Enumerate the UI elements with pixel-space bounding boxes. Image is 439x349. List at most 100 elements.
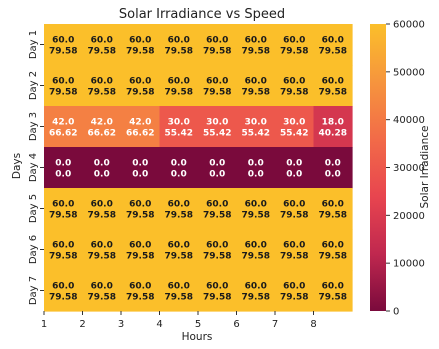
heatmap-cell (44, 24, 84, 66)
colorbar-tick-label: 60000 (393, 20, 425, 31)
heatmap-cell (159, 270, 199, 312)
x-tick-label: 1 (41, 319, 47, 330)
cell-value-top: 0.0 (55, 159, 71, 169)
heatmap-cell (44, 270, 84, 312)
heatmap-cell (236, 106, 276, 148)
y-tick-label: Day 1 (28, 30, 39, 59)
cell-value-bottom: 55.42 (280, 129, 308, 139)
heatmap-cell (121, 24, 161, 66)
cell-value-top: 30.0 (245, 118, 267, 128)
cell-value-bottom: 0.0 (209, 170, 225, 180)
heatmap-cells (44, 24, 353, 312)
x-tick-label: 7 (272, 319, 278, 330)
cell-value-top: 60.0 (283, 282, 305, 292)
heatmap-cell (82, 147, 122, 189)
cell-value-top: 60.0 (168, 241, 190, 251)
cell-value-bottom: 79.58 (165, 88, 193, 98)
heatmap-cell (236, 229, 276, 271)
cell-value-bottom: 79.58 (49, 293, 77, 303)
heatmap-cell (82, 106, 122, 148)
x-tick-label: 5 (195, 319, 201, 330)
y-tick-labels: Day 1 Day 2 Day 3 Day 4 Day 5 Day 6 Day 7 (28, 30, 44, 305)
x-tick-label: 6 (233, 319, 239, 330)
cell-value-top: 60.0 (283, 77, 305, 87)
cell-value-top: 60.0 (129, 200, 151, 210)
heatmap-cell (198, 270, 238, 312)
colorbar-tick-label: 0 (393, 307, 399, 318)
cell-value-bottom: 79.58 (203, 293, 231, 303)
cell-value-top: 60.0 (52, 200, 74, 210)
cell-value-top: 42.0 (52, 118, 74, 128)
cell-value-bottom: 79.58 (280, 211, 308, 221)
y-tick-label: Day 4 (28, 153, 39, 182)
cell-value-top: 60.0 (206, 200, 228, 210)
cell-value-bottom: 79.58 (319, 88, 347, 98)
heatmap-cell (159, 229, 199, 271)
heatmap-cell (82, 229, 122, 271)
cell-value-top: 60.0 (168, 200, 190, 210)
y-axis-label: Days (11, 153, 23, 179)
cell-value-top: 42.0 (129, 118, 151, 128)
cell-value-top: 60.0 (129, 77, 151, 87)
cell-value-top: 0.0 (286, 159, 302, 169)
cell-value-bottom: 0.0 (286, 170, 302, 180)
heatmap-cell (44, 188, 84, 230)
cell-value-bottom: 66.62 (49, 129, 77, 139)
cell-value-top: 0.0 (325, 159, 341, 169)
heatmap-cell (313, 106, 353, 148)
cell-value-top: 60.0 (52, 36, 74, 46)
cell-value-top: 60.0 (52, 77, 74, 87)
cell-value-bottom: 0.0 (132, 170, 148, 180)
cell-value-bottom: 0.0 (325, 170, 341, 180)
cell-value-bottom: 79.58 (126, 47, 154, 57)
colorbar-tick-label: 30000 (393, 163, 425, 174)
cell-value-top: 60.0 (322, 241, 344, 251)
heatmap-cell (121, 270, 161, 312)
cell-value-bottom: 55.42 (165, 129, 193, 139)
heatmap-cell (121, 147, 161, 189)
cell-value-bottom: 79.58 (126, 88, 154, 98)
heatmap-cell (313, 65, 353, 107)
cell-value-bottom: 79.58 (88, 252, 116, 262)
x-tick-label: 8 (310, 319, 316, 330)
heatmap-cell (121, 229, 161, 271)
cell-value-bottom: 79.58 (319, 47, 347, 57)
cell-value-top: 60.0 (245, 36, 267, 46)
cell-value-top: 60.0 (91, 282, 113, 292)
cell-value-bottom: 55.42 (203, 129, 231, 139)
x-tick-label: 4 (156, 319, 162, 330)
heatmap-cell (159, 65, 199, 107)
cell-value-top: 60.0 (91, 77, 113, 87)
heatmap-cell (313, 24, 353, 66)
heatmap-cell (236, 24, 276, 66)
heatmap-cell (82, 24, 122, 66)
heatmap-cell (44, 147, 84, 189)
cell-value-bottom: 79.58 (165, 211, 193, 221)
cell-value-bottom: 79.58 (88, 47, 116, 57)
y-tick-label: Day 2 (28, 71, 39, 100)
y-tick-label: Day 7 (28, 276, 39, 305)
cell-value-bottom: 79.58 (126, 211, 154, 221)
cell-value-bottom: 79.58 (49, 88, 77, 98)
heatmap-cell (121, 106, 161, 148)
heatmap-cell (236, 270, 276, 312)
cell-value-bottom: 0.0 (171, 170, 187, 180)
heatmap-cell (313, 147, 353, 189)
colorbar: 0 10000 20000 30000 40000 50000 60000 (370, 20, 425, 318)
cell-value-bottom: 0.0 (94, 170, 110, 180)
heatmap-cell (82, 65, 122, 107)
heatmap-cell (313, 188, 353, 230)
cell-value-bottom: 79.58 (126, 293, 154, 303)
cell-value-bottom: 79.58 (203, 88, 231, 98)
cell-value-bottom: 79.58 (242, 88, 270, 98)
cell-value-top: 60.0 (168, 36, 190, 46)
heatmap-cell (198, 229, 238, 271)
heatmap-cell (275, 229, 315, 271)
cell-value-top: 60.0 (206, 282, 228, 292)
cell-value-top: 30.0 (206, 118, 228, 128)
cell-value-top: 60.0 (206, 36, 228, 46)
heatmap-cell (236, 147, 276, 189)
heatmap-cell (44, 106, 84, 148)
y-tick-label: Day 6 (28, 235, 39, 264)
cell-value-bottom: 40.28 (319, 129, 347, 139)
